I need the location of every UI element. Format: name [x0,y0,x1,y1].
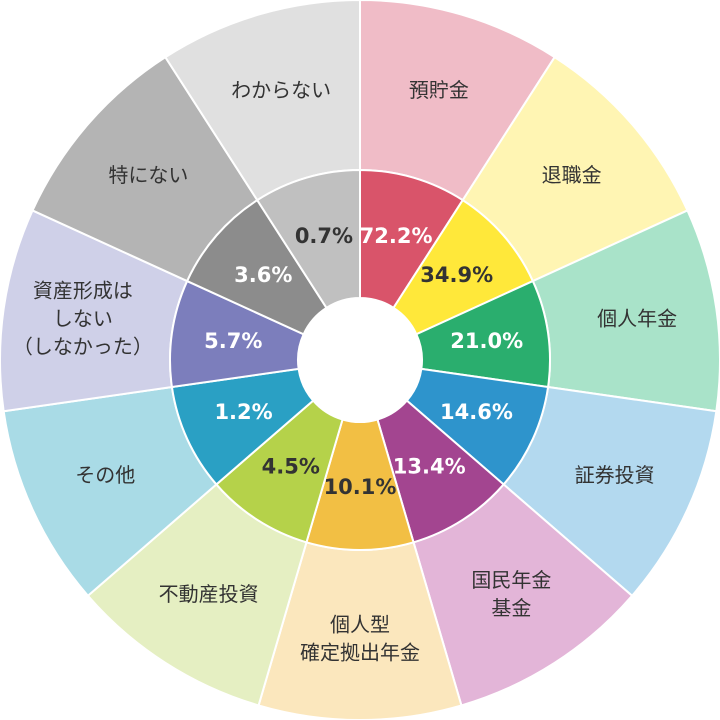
category-label: 基金 [491,596,531,620]
category-label: 証券投資 [575,463,655,487]
category-label: 預貯金 [409,78,469,102]
value-label: 34.9% [420,263,493,287]
category-label: 個人年金 [597,307,677,331]
category-label: 資産形成は [33,279,133,303]
value-label: 4.5% [262,455,320,479]
category-label: 確定拠出年金 [300,641,420,665]
value-label: 1.2% [214,400,272,424]
category-label: 不動産投資 [159,582,259,606]
value-label: 72.2% [360,224,433,248]
value-label: 13.4% [393,455,466,479]
category-label: 特にない [108,163,188,187]
value-label: 0.7% [295,224,353,248]
value-label: 10.1% [324,475,397,499]
category-label: しない [53,307,113,331]
value-label: 5.7% [204,329,262,353]
category-label: 国民年金 [471,568,551,592]
category-label: わからない [231,78,331,102]
center-hole [298,298,422,422]
value-label: 14.6% [440,400,513,424]
category-label: その他 [75,463,135,487]
value-label: 3.6% [234,263,292,287]
category-label: （しなかった） [13,335,153,359]
category-label: 退職金 [542,163,602,187]
value-label: 21.0% [450,329,523,353]
category-label: 個人型 [330,613,390,637]
